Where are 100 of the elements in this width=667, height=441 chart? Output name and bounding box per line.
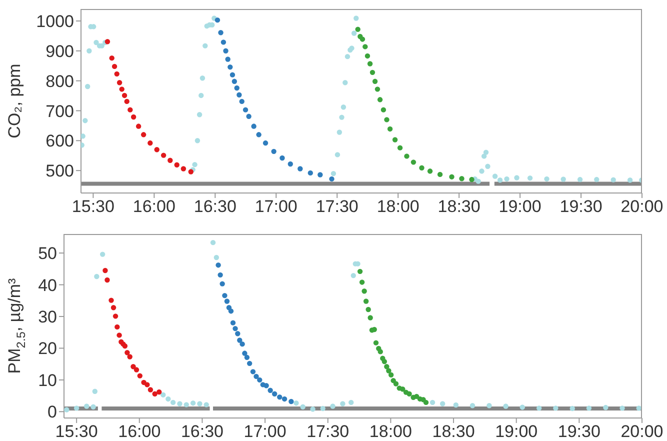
- point: [218, 30, 224, 36]
- point: [330, 404, 336, 409]
- x-tick-label: 17:30: [306, 422, 350, 441]
- point: [497, 178, 503, 183]
- x-tick-label: 19:30: [560, 197, 602, 216]
- point: [294, 400, 299, 406]
- point: [220, 40, 226, 45]
- point: [374, 86, 380, 92]
- point: [318, 172, 323, 178]
- point: [504, 176, 510, 182]
- point: [469, 176, 474, 182]
- point: [277, 394, 282, 400]
- point: [386, 368, 392, 374]
- point: [202, 43, 208, 48]
- x-tick-label: 15:30: [72, 197, 114, 216]
- x-tick-label: 18:00: [376, 197, 420, 216]
- point: [242, 350, 248, 356]
- point: [214, 254, 220, 260]
- point: [148, 140, 153, 146]
- point: [251, 124, 256, 129]
- point: [104, 39, 110, 44]
- point: [264, 383, 269, 388]
- x-tick-label: 16:30: [180, 422, 224, 441]
- point: [427, 168, 433, 174]
- point: [481, 154, 487, 159]
- point: [108, 298, 114, 303]
- point: [397, 145, 403, 150]
- point: [308, 170, 313, 176]
- point: [479, 168, 484, 174]
- point: [610, 177, 616, 182]
- point: [218, 272, 223, 278]
- point: [280, 155, 285, 161]
- x-tick-label: 20:00: [620, 197, 664, 216]
- point: [64, 407, 70, 412]
- point: [486, 403, 492, 408]
- point: [362, 288, 367, 294]
- point: [156, 389, 162, 395]
- point: [140, 132, 146, 138]
- point: [384, 364, 390, 370]
- point: [476, 178, 481, 184]
- point: [144, 382, 150, 388]
- point: [234, 85, 240, 91]
- point: [262, 140, 268, 146]
- point: [359, 280, 365, 285]
- point: [127, 354, 132, 360]
- point: [214, 17, 220, 23]
- point: [128, 107, 133, 112]
- point: [366, 306, 371, 312]
- point: [100, 252, 106, 257]
- point: [82, 118, 88, 124]
- point: [380, 107, 386, 112]
- point: [453, 402, 459, 408]
- point: [560, 176, 566, 182]
- point: [225, 56, 230, 62]
- point: [382, 358, 388, 364]
- point: [340, 401, 346, 406]
- point: [459, 176, 464, 182]
- x-tick-label: 16:30: [194, 197, 236, 216]
- point: [130, 114, 136, 120]
- point: [372, 78, 378, 84]
- point: [492, 174, 498, 179]
- point: [122, 92, 128, 98]
- point: [360, 36, 366, 42]
- point: [387, 126, 393, 132]
- point: [160, 392, 166, 398]
- point: [373, 340, 379, 346]
- y-tick-label: 30: [38, 308, 57, 327]
- point: [370, 70, 376, 76]
- point: [320, 406, 326, 412]
- point: [339, 114, 344, 120]
- y-tick-label: 700: [46, 102, 74, 121]
- point: [84, 404, 90, 409]
- point: [92, 388, 98, 394]
- point: [288, 398, 294, 404]
- point: [620, 406, 625, 411]
- point: [114, 324, 120, 330]
- y-tick-label: 800: [46, 72, 74, 91]
- point: [114, 71, 120, 77]
- x-tick-label: 19:00: [495, 422, 538, 441]
- point: [137, 373, 142, 378]
- point: [348, 400, 354, 406]
- point: [86, 48, 92, 54]
- point: [377, 97, 383, 102]
- point: [204, 402, 209, 408]
- point: [154, 147, 160, 152]
- point: [520, 404, 525, 410]
- point: [81, 134, 86, 139]
- point: [166, 396, 171, 402]
- point: [336, 130, 342, 135]
- point: [230, 72, 236, 78]
- point: [357, 268, 363, 274]
- y-tick-label: 900: [46, 42, 74, 61]
- point: [170, 400, 176, 406]
- point: [134, 367, 140, 372]
- point: [180, 166, 186, 172]
- point: [271, 148, 276, 154]
- point: [232, 326, 238, 332]
- point: [130, 364, 136, 370]
- point: [246, 360, 252, 366]
- point: [124, 98, 130, 104]
